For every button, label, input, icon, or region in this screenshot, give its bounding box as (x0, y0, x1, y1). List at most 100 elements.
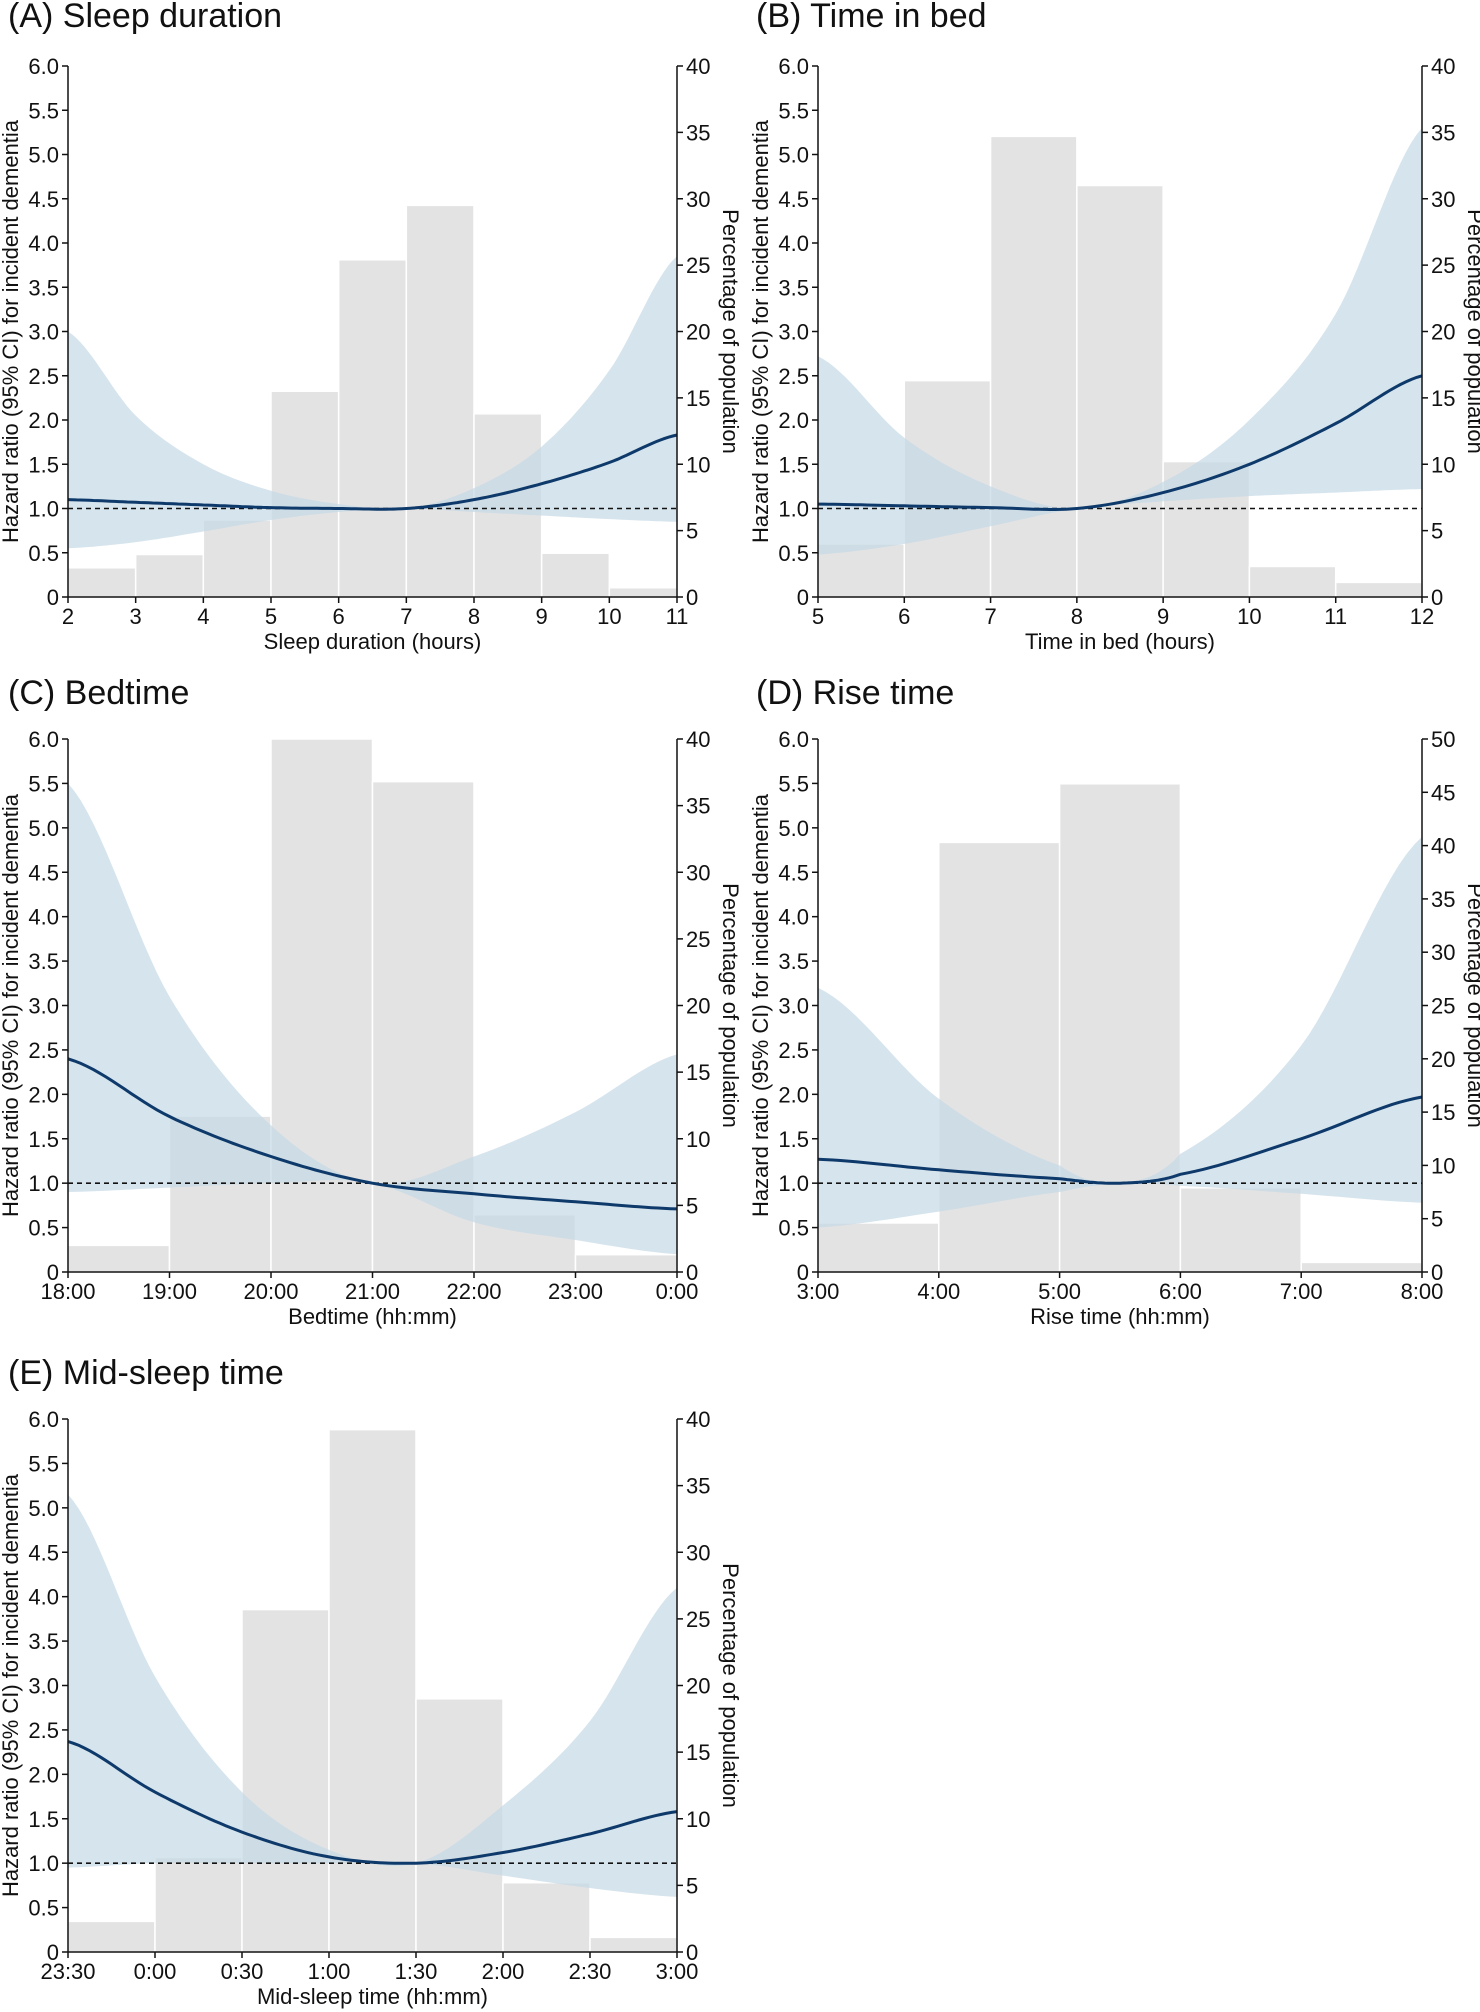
y-axis-title: Hazard ratio (95% CI) for incident demen… (748, 119, 773, 543)
x-tick-label: 8:00 (1401, 1279, 1444, 1304)
x-tick-label: 19:00 (142, 1279, 197, 1304)
y2-tick-label: 10 (686, 1127, 710, 1152)
y2-tick-label: 20 (1431, 320, 1455, 345)
histogram-bar (1334, 581, 1423, 598)
y-tick-label: 4.5 (28, 187, 59, 212)
hazard-ratio-curve (67, 1057, 678, 1211)
histogram-bar (67, 567, 137, 598)
y-tick-label: 1.0 (28, 497, 59, 522)
y2-tick-label: 30 (686, 860, 710, 885)
y2-axis-title: Percentage of population (718, 1563, 743, 1808)
y2-tick-label: 5 (1431, 519, 1443, 544)
y-tick-label: 2.5 (778, 1038, 809, 1063)
histogram-bar (502, 1881, 591, 1953)
y2-tick-label: 30 (1431, 187, 1455, 212)
x-tick-label: 4:00 (917, 1279, 960, 1304)
x-tick-label: 5:00 (1038, 1279, 1081, 1304)
y2-axis-title: Percentage of population (1463, 883, 1480, 1128)
y2-tick-label: 0 (686, 585, 698, 610)
y-tick-label: 1.0 (28, 1851, 59, 1876)
panel-title: (B) Time in bed (756, 0, 987, 35)
y-tick-label: 2.5 (28, 1038, 59, 1063)
x-tick-label: 3 (130, 604, 142, 629)
y2-tick-label: 15 (686, 386, 710, 411)
confidence-band (818, 836, 1422, 1228)
chart-panel-e: 0 0.5 1.0 1.5 2.0 2.5 3.0 3.5 4.0 4.5 5.0 5.5 6.0 0 5 1… (0, 1354, 743, 2009)
histogram-bar (574, 1253, 678, 1273)
y2-tick-label: 35 (686, 794, 710, 819)
x-tick-label: 10 (597, 604, 621, 629)
y-tick-label: 4.5 (28, 860, 59, 885)
y-tick-label: 3.0 (778, 320, 809, 345)
chart-panel-d: 0 0.5 1.0 1.5 2.0 2.5 3.0 3.5 4.0 4.5 5.0 5.5 6.0 0 5 1… (748, 674, 1480, 1329)
y2-tick-label: 40 (686, 1407, 710, 1432)
y2-tick-label: 0 (1431, 1260, 1443, 1285)
y-tick-label: 5.0 (28, 143, 59, 168)
x-tick-label: 1:00 (308, 1959, 351, 1984)
y-tick-label: 3.5 (28, 949, 59, 974)
y-axis-title: Hazard ratio (95% CI) for incident demen… (0, 1473, 23, 1897)
y-tick-label: 6.0 (778, 54, 809, 79)
y-tick-label: 0.5 (28, 1216, 59, 1241)
x-axis-title: Bedtime (hh:mm) (288, 1304, 457, 1329)
hazard-ratio-curve (67, 1740, 678, 1865)
histogram-bar (67, 1920, 156, 1953)
y2-tick-label: 15 (1431, 386, 1455, 411)
y-tick-label: 1.5 (778, 452, 809, 477)
x-tick-label: 7 (400, 604, 412, 629)
x-tick-label: 3:00 (797, 1279, 840, 1304)
panel-title: (A) Sleep duration (8, 0, 282, 35)
y2-tick-label: 5 (686, 519, 698, 544)
y-tick-label: 4.0 (28, 231, 59, 256)
x-tick-label: 5 (265, 604, 277, 629)
y-tick-label: 0.5 (778, 1216, 809, 1241)
chart-panel-a: 0 0.5 1.0 1.5 2.0 2.5 3.0 3.5 4.0 4.5 5.0 5.5 6.0 0 5 1… (0, 0, 743, 654)
histogram-bar (1248, 565, 1337, 598)
y2-tick-label: 20 (686, 320, 710, 345)
histogram-bar (241, 1608, 330, 1953)
histogram-bar (134, 553, 205, 598)
histogram-bar (1058, 783, 1182, 1273)
histogram-bar (540, 552, 611, 598)
x-tick-label: 18:00 (40, 1279, 95, 1304)
y-tick-label: 0.5 (778, 541, 809, 566)
x-tick-label: 22:00 (446, 1279, 501, 1304)
y-tick-label: 5.5 (28, 771, 59, 796)
y-tick-label: 1.0 (778, 1171, 809, 1196)
y2-tick-label: 30 (686, 187, 710, 212)
x-tick-label: 11 (1324, 604, 1347, 629)
y-tick-label: 3.5 (778, 275, 809, 300)
y-tick-label: 2.5 (28, 1718, 59, 1743)
histogram-bar (337, 259, 408, 598)
histogram-bar (202, 519, 272, 598)
y-tick-label: 5.0 (778, 143, 809, 168)
histogram-bar (270, 738, 374, 1273)
panel-title: (C) Bedtime (8, 674, 189, 712)
x-tick-label: 23:30 (40, 1959, 95, 1984)
y-tick-label: 5.0 (28, 1496, 59, 1521)
x-axis-title: Mid-sleep time (hh:mm) (257, 1984, 488, 2009)
y2-axis-title: Percentage of population (1463, 209, 1480, 454)
y-tick-label: 2.5 (28, 364, 59, 389)
histogram-bar (608, 586, 678, 598)
y2-tick-label: 45 (1431, 780, 1455, 805)
panel-title: (E) Mid-sleep time (8, 1354, 284, 1392)
x-tick-label: 3:00 (656, 1959, 699, 1984)
y2-tick-label: 20 (686, 994, 710, 1019)
y2-tick-label: 40 (1431, 54, 1455, 79)
x-tick-label: 8 (468, 604, 480, 629)
y-tick-label: 0 (47, 1940, 59, 1965)
y2-axis-title: Percentage of population (718, 883, 743, 1128)
confidence-band (68, 783, 677, 1255)
y2-tick-label: 15 (1431, 1100, 1455, 1125)
x-axis-title: Sleep duration (hours) (264, 629, 482, 654)
y-tick-label: 3.5 (28, 275, 59, 300)
y2-tick-label: 35 (1431, 120, 1455, 145)
y-tick-label: 0 (47, 585, 59, 610)
hazard-ratio-curve (818, 374, 1423, 511)
y2-tick-label: 35 (686, 120, 710, 145)
y-tick-label: 3.0 (28, 1674, 59, 1699)
y2-tick-label: 15 (686, 1740, 710, 1765)
histogram-bar (1300, 1261, 1423, 1273)
y2-tick-label: 5 (686, 1193, 698, 1218)
